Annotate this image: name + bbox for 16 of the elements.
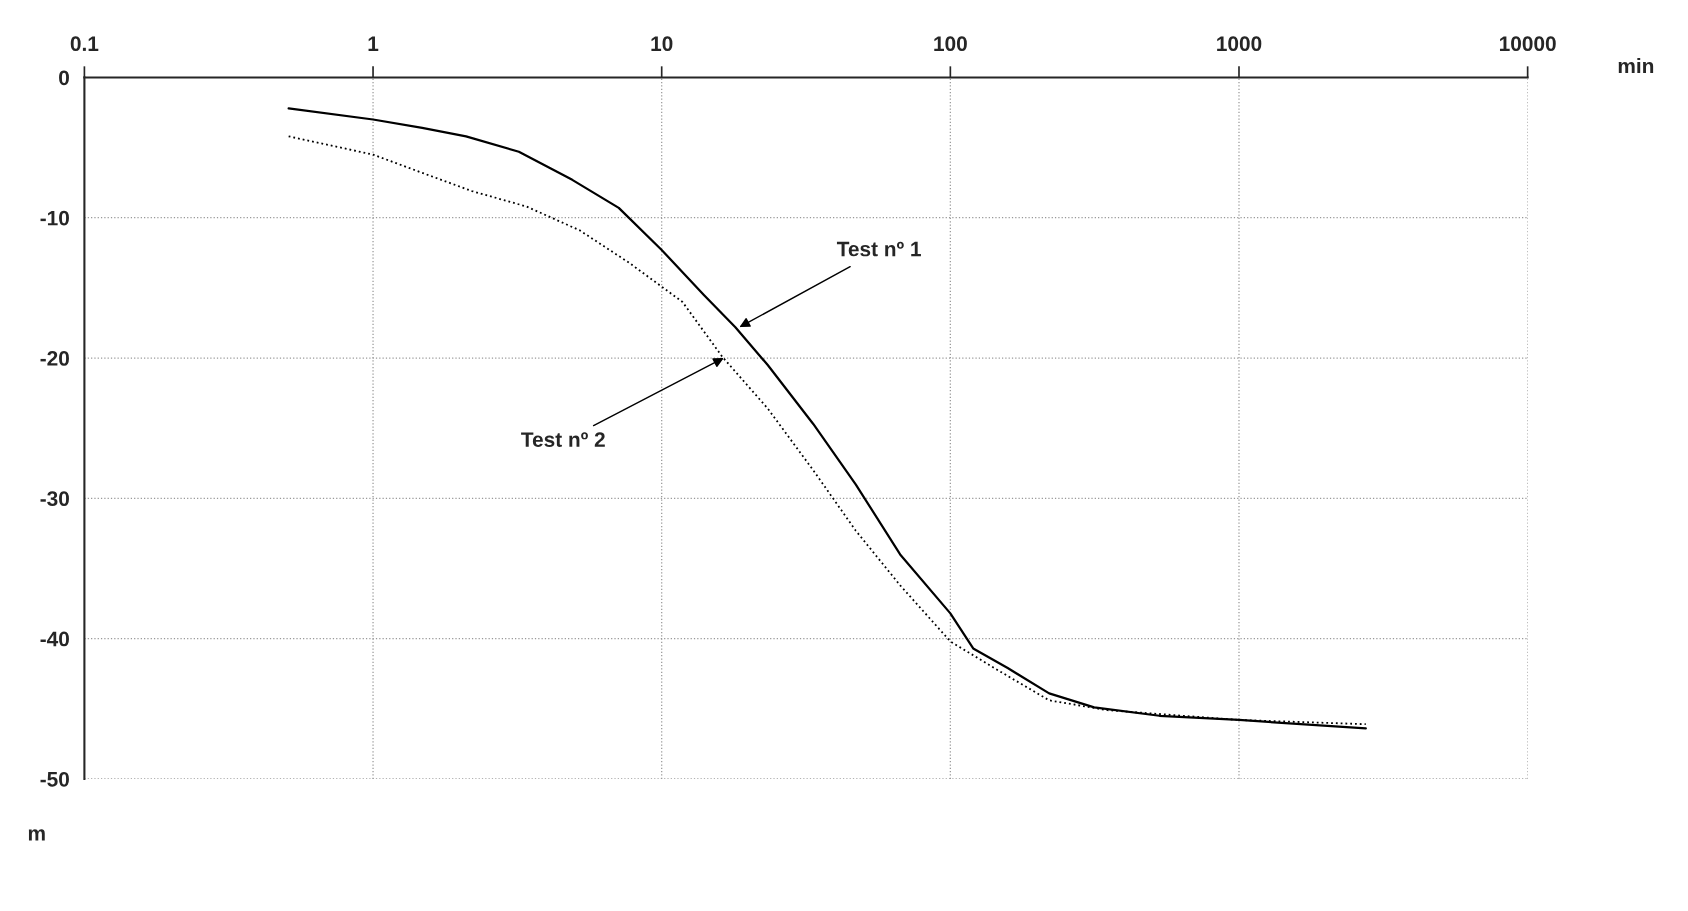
x-tick-label: 0.1	[70, 36, 99, 52]
annotation: Test nº 2	[521, 432, 605, 447]
y-tick-label: -40	[40, 631, 69, 647]
x-axis-title: min	[1618, 58, 1654, 74]
x-tick-label: 1000	[1217, 36, 1262, 52]
x-tick-label: 10000	[1499, 36, 1556, 52]
y-tick-label: -20	[40, 351, 69, 366]
y-axis-title: m	[28, 829, 45, 841]
x-tick-label: 1	[368, 36, 379, 51]
y-tick-label: 0	[59, 70, 69, 86]
annotation: Test nº 1	[836, 241, 921, 257]
y-tick-label: -30	[40, 491, 69, 507]
y-tick-label: -50	[40, 771, 69, 787]
x-tick-label: 10	[651, 36, 673, 52]
y-tick-label: -10	[40, 210, 69, 226]
x-tick-label: 100	[934, 36, 967, 52]
